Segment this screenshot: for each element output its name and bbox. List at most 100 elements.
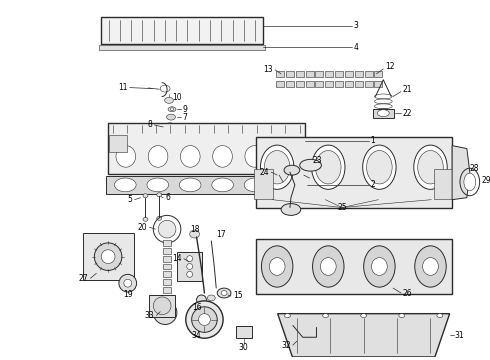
Bar xyxy=(236,327,251,338)
Bar xyxy=(163,264,171,269)
Text: 17: 17 xyxy=(216,230,226,239)
Bar xyxy=(374,81,382,87)
Ellipse shape xyxy=(320,258,336,275)
Ellipse shape xyxy=(316,150,341,184)
Ellipse shape xyxy=(300,159,321,171)
Bar xyxy=(163,240,171,246)
Text: 14: 14 xyxy=(172,254,182,263)
Ellipse shape xyxy=(285,314,291,318)
Text: 24: 24 xyxy=(260,168,270,177)
Bar xyxy=(355,71,363,77)
Bar xyxy=(177,252,202,281)
Text: 6: 6 xyxy=(165,193,170,202)
Text: 8: 8 xyxy=(147,121,152,130)
Ellipse shape xyxy=(198,314,210,325)
Ellipse shape xyxy=(187,256,193,262)
Bar xyxy=(163,279,171,285)
Ellipse shape xyxy=(196,295,206,305)
Ellipse shape xyxy=(124,279,132,287)
Text: 2: 2 xyxy=(370,180,375,189)
Bar xyxy=(163,271,171,277)
Ellipse shape xyxy=(270,258,285,275)
Ellipse shape xyxy=(213,145,232,167)
Ellipse shape xyxy=(415,246,446,287)
Bar xyxy=(355,81,363,87)
Ellipse shape xyxy=(221,291,227,296)
Ellipse shape xyxy=(187,264,193,269)
Ellipse shape xyxy=(153,297,171,315)
Ellipse shape xyxy=(363,145,396,189)
Ellipse shape xyxy=(261,145,294,189)
Ellipse shape xyxy=(423,258,439,275)
Text: 29: 29 xyxy=(482,176,490,185)
Text: 9: 9 xyxy=(183,105,188,114)
Polygon shape xyxy=(452,145,470,200)
Ellipse shape xyxy=(207,295,215,301)
Ellipse shape xyxy=(281,204,301,215)
Bar xyxy=(345,81,353,87)
Ellipse shape xyxy=(186,301,223,338)
Text: 26: 26 xyxy=(403,288,413,297)
Bar xyxy=(256,137,452,207)
Ellipse shape xyxy=(414,145,447,189)
Bar xyxy=(335,71,343,77)
Bar xyxy=(149,295,175,316)
Ellipse shape xyxy=(371,258,387,275)
Ellipse shape xyxy=(437,314,443,318)
Text: 19: 19 xyxy=(123,289,133,298)
Polygon shape xyxy=(278,314,450,357)
Ellipse shape xyxy=(244,178,266,192)
Ellipse shape xyxy=(165,123,175,131)
Text: 22: 22 xyxy=(403,109,413,118)
Text: 11: 11 xyxy=(118,83,128,92)
Ellipse shape xyxy=(265,150,290,184)
Ellipse shape xyxy=(171,108,173,111)
Bar xyxy=(374,71,382,77)
Text: 34: 34 xyxy=(192,331,201,340)
Bar xyxy=(306,81,314,87)
Text: 12: 12 xyxy=(385,63,395,72)
Bar xyxy=(335,81,343,87)
Text: 7: 7 xyxy=(183,113,188,122)
Ellipse shape xyxy=(187,271,193,277)
Bar xyxy=(163,248,171,254)
Ellipse shape xyxy=(147,178,169,192)
Bar xyxy=(345,71,353,77)
Ellipse shape xyxy=(148,145,168,167)
Ellipse shape xyxy=(168,107,176,112)
Bar xyxy=(256,239,452,293)
Ellipse shape xyxy=(262,246,293,287)
Ellipse shape xyxy=(284,165,300,175)
Text: 1: 1 xyxy=(370,136,375,145)
Bar xyxy=(106,176,307,194)
Ellipse shape xyxy=(277,178,298,192)
Ellipse shape xyxy=(157,216,162,220)
Ellipse shape xyxy=(143,194,148,198)
Text: 10: 10 xyxy=(172,93,182,102)
Ellipse shape xyxy=(312,145,345,189)
Text: 21: 21 xyxy=(403,85,413,94)
Ellipse shape xyxy=(399,314,405,318)
Text: 27: 27 xyxy=(79,274,89,283)
Text: 13: 13 xyxy=(264,66,273,75)
Bar xyxy=(325,71,333,77)
Text: 4: 4 xyxy=(354,43,359,52)
Bar xyxy=(316,71,323,77)
Bar xyxy=(306,71,314,77)
Ellipse shape xyxy=(101,250,115,264)
Bar xyxy=(286,81,294,87)
Bar xyxy=(316,81,323,87)
Ellipse shape xyxy=(417,150,443,184)
Ellipse shape xyxy=(245,145,265,167)
Ellipse shape xyxy=(367,150,392,184)
Bar xyxy=(166,129,174,134)
Bar xyxy=(163,256,171,262)
Bar xyxy=(372,109,394,118)
Bar xyxy=(296,71,304,77)
Bar xyxy=(163,295,171,301)
Ellipse shape xyxy=(119,274,137,292)
Ellipse shape xyxy=(165,98,173,103)
Ellipse shape xyxy=(190,230,199,238)
Ellipse shape xyxy=(361,314,367,318)
Ellipse shape xyxy=(180,145,200,167)
